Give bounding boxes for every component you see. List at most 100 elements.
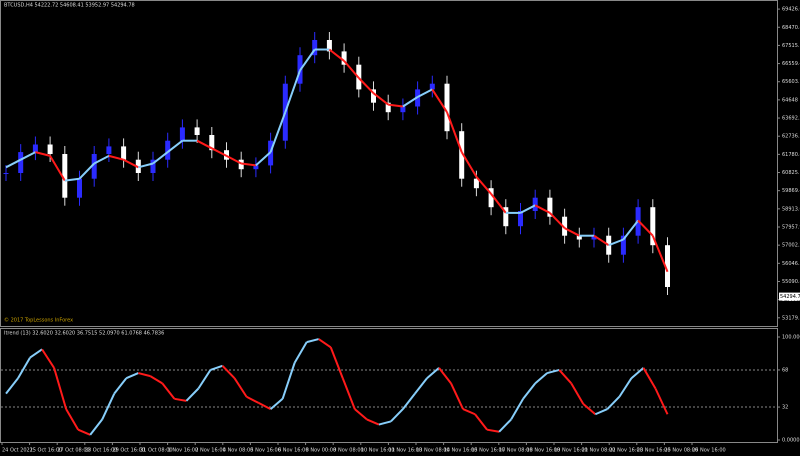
y-tick-label: 57957.96	[782, 224, 800, 230]
trend-segment	[475, 176, 492, 195]
oscillator-segment	[329, 346, 344, 379]
y-tick-label: 61780.84	[782, 152, 800, 158]
y-tick-label: 66559.44	[782, 61, 800, 67]
oscillator-segment	[558, 369, 573, 385]
trend-segment	[64, 177, 80, 182]
x-tick-label: 4 Nov 08:00	[223, 448, 254, 454]
trend-segment	[299, 48, 316, 71]
trend-segment	[608, 238, 624, 247]
candle	[518, 211, 523, 227]
oscillator-segment	[426, 367, 440, 379]
x-tick-label: 2 Nov 16:00	[195, 448, 226, 454]
oscillator-segment	[5, 377, 19, 395]
x-tick-label: 1 Nov 16:00	[168, 448, 199, 454]
oscillator-segment	[113, 377, 128, 395]
oscillator-segment	[354, 408, 368, 421]
candle	[400, 106, 406, 113]
trend-segment	[226, 155, 242, 165]
oscillator-segment	[306, 338, 319, 344]
trend-segment	[388, 103, 404, 108]
trend-segment	[35, 151, 51, 157]
candle	[121, 146, 127, 160]
oscillator-segment	[293, 341, 308, 364]
trend-segment	[564, 227, 580, 237]
oscillator-segment	[654, 388, 669, 415]
oscillator-segment	[174, 397, 187, 402]
trend-segment	[446, 111, 463, 153]
candle	[473, 178, 479, 189]
trend-segment	[372, 92, 389, 106]
candle	[62, 154, 68, 198]
oscillator-segment	[462, 408, 476, 416]
x-tick-label: 24 Oct 2021	[2, 448, 33, 454]
oscillator-segment	[138, 372, 151, 378]
y-tick-label: 68	[782, 367, 788, 373]
y-tick-label: 64648	[782, 97, 798, 103]
indicator-title: Itrend (13) 32.6020 32.6020 36.7515 52.0…	[4, 331, 164, 337]
trend-segment	[241, 162, 257, 167]
candle	[371, 89, 376, 103]
trend-segment	[637, 219, 654, 237]
y-tick-label: 69426.6	[782, 7, 800, 13]
candle	[503, 207, 509, 227]
y-tick-label: 32	[782, 405, 788, 411]
trend-segment	[20, 151, 36, 161]
candle	[532, 197, 538, 211]
x-tick-label: 25 Nov 08:00	[664, 448, 698, 454]
oscillator-segment	[161, 382, 176, 400]
oscillator-segment	[29, 348, 43, 359]
candle	[444, 83, 450, 132]
trend-segment	[152, 151, 169, 165]
copyright: © 2017 TopLessons InForex	[4, 317, 73, 324]
x-tick-label: 28 Oct 16:00	[85, 448, 118, 454]
trend-segment	[431, 88, 448, 113]
oscillator-segment	[414, 377, 428, 395]
main-frame	[0, 0, 778, 327]
trend-segment	[549, 212, 566, 229]
trend-segment	[328, 48, 345, 62]
candle	[91, 154, 97, 179]
x-tick-label: 11 Nov 16:00	[388, 448, 422, 454]
oscillator-segment	[89, 418, 104, 436]
y-tick-label: 59869.4	[782, 188, 800, 194]
candle	[341, 51, 347, 65]
oscillator-segment	[390, 408, 404, 423]
x-tick-label: 13 Nov 08:00	[416, 448, 450, 454]
oscillator-segment	[149, 375, 163, 385]
oscillator-segment	[341, 377, 356, 410]
candle	[47, 144, 53, 154]
x-tick-label: 21 Nov 08:00	[582, 448, 616, 454]
oscillator-segment	[606, 396, 621, 410]
oscillator-segment	[570, 382, 585, 405]
candle	[591, 235, 597, 240]
oscillator-segment	[125, 372, 139, 380]
candle	[562, 216, 568, 236]
x-tick-label: 31 Oct 08:00	[140, 448, 173, 454]
oscillator-segment	[630, 367, 645, 379]
oscillator-segment	[642, 367, 657, 390]
trend-segment	[593, 234, 610, 247]
trend-segment	[138, 162, 154, 169]
trend-segment	[358, 77, 375, 94]
candle	[429, 83, 435, 90]
candle	[194, 127, 200, 135]
candle	[576, 235, 582, 240]
oscillator-segment	[281, 362, 296, 400]
oscillator-segment	[246, 395, 260, 404]
candle	[547, 197, 553, 217]
y-tick-label: 0.0000	[782, 438, 800, 444]
trend-segment	[460, 151, 478, 178]
x-tick-label: 14 Nov 16:00	[444, 448, 478, 454]
oscillator-segment	[510, 398, 525, 420]
oscillator-segment	[546, 368, 560, 375]
candle	[150, 159, 156, 173]
trend-segment	[93, 155, 110, 165]
candle	[650, 207, 656, 246]
oscillator-segment	[65, 408, 80, 431]
candle	[253, 165, 259, 170]
trend-segment	[49, 155, 66, 182]
y-tick-label: 53179.36	[782, 315, 800, 321]
price-tag-bg	[779, 292, 800, 301]
trend-segment	[417, 88, 433, 98]
